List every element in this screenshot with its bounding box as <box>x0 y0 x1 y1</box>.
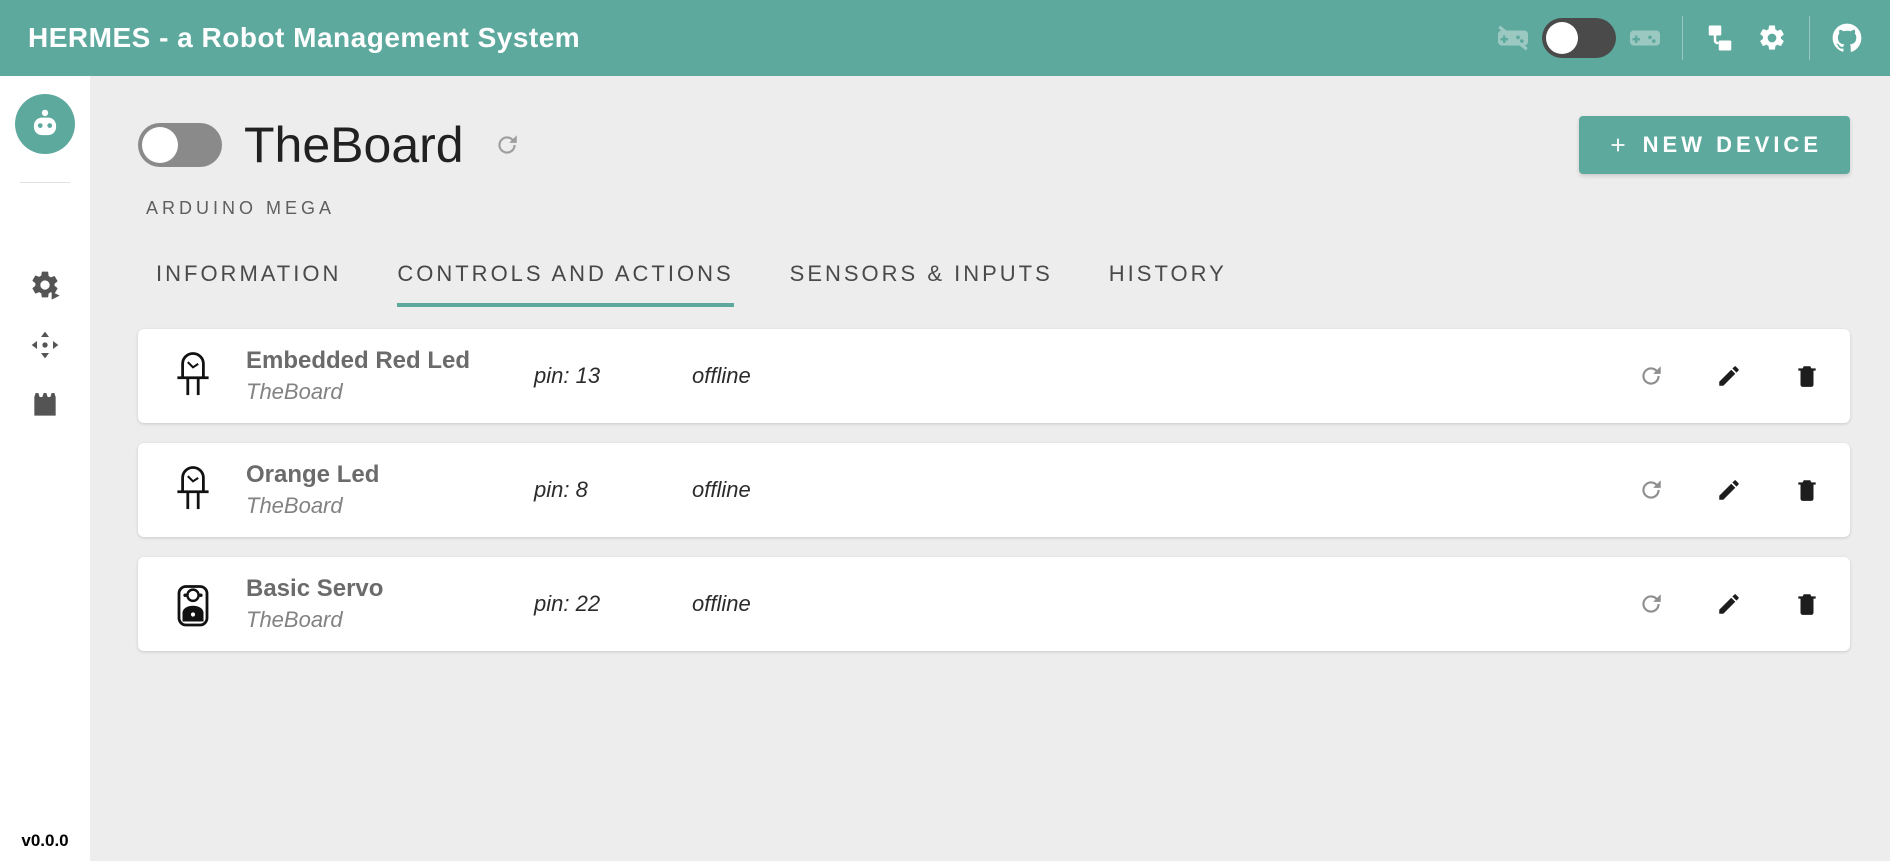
board-power-thumb <box>142 127 178 163</box>
gamepad-toggle-thumb <box>1546 22 1578 54</box>
app-header: HERMES - a Robot Management System <box>0 0 1890 76</box>
body-split: v0.0.0 TheBoard NEW DEVICE ARDUINO MEGA … <box>0 76 1890 861</box>
github-icon[interactable] <box>1832 23 1862 53</box>
refresh-icon[interactable] <box>1638 591 1664 617</box>
sidebar: v0.0.0 <box>0 76 90 861</box>
edit-icon[interactable] <box>1716 591 1742 617</box>
device-name: Embedded Red Led <box>246 347 506 375</box>
device-pin: pin: 13 <box>534 363 664 389</box>
boards-icon[interactable] <box>1705 23 1735 53</box>
app-title: HERMES - a Robot Management System <box>28 22 1480 54</box>
board-refresh-icon[interactable] <box>494 132 520 158</box>
device-row: Embedded Red Led TheBoard pin: 13 offline <box>138 329 1850 423</box>
device-row: Basic Servo TheBoard pin: 22 offline <box>138 557 1850 651</box>
delete-icon[interactable] <box>1794 591 1820 617</box>
device-name: Orange Led <box>246 461 506 489</box>
tab-bar: INFORMATION CONTROLS AND ACTIONS SENSORS &… <box>156 261 1850 307</box>
board-title: TheBoard <box>244 116 464 174</box>
edit-icon[interactable] <box>1716 363 1742 389</box>
app-logo[interactable] <box>15 94 75 154</box>
sidebar-separator <box>20 182 70 183</box>
device-status: offline <box>692 363 751 389</box>
header-separator <box>1809 16 1810 60</box>
gamepad-toggle-switch[interactable] <box>1542 18 1616 58</box>
main-content: TheBoard NEW DEVICE ARDUINO MEGA INFORMA… <box>90 76 1890 861</box>
board-power-toggle[interactable] <box>138 123 222 167</box>
gamepad-mode-toggle <box>1498 18 1660 58</box>
device-pin: pin: 22 <box>534 591 664 617</box>
header-separator <box>1682 16 1683 60</box>
plus-icon <box>1607 134 1629 156</box>
tab-history[interactable]: HISTORY <box>1109 261 1227 307</box>
device-list: Embedded Red Led TheBoard pin: 13 offline O… <box>138 329 1850 651</box>
delete-icon[interactable] <box>1794 477 1820 503</box>
settings-icon[interactable] <box>1757 23 1787 53</box>
tab-controls-and-actions[interactable]: CONTROLS AND ACTIONS <box>397 261 733 307</box>
new-device-button[interactable]: NEW DEVICE <box>1579 116 1850 174</box>
led-icon <box>168 462 218 518</box>
device-board: TheBoard <box>246 379 506 405</box>
version-label: v0.0.0 <box>21 831 68 851</box>
sidebar-settings-icon[interactable] <box>29 269 61 301</box>
refresh-icon[interactable] <box>1638 477 1664 503</box>
board-header: TheBoard NEW DEVICE <box>138 116 1850 174</box>
device-status: offline <box>692 591 751 617</box>
gamepad-on-icon <box>1630 23 1660 53</box>
header-actions <box>1498 16 1862 60</box>
device-name: Basic Servo <box>246 575 506 603</box>
device-board: TheBoard <box>246 493 506 519</box>
refresh-icon[interactable] <box>1638 363 1664 389</box>
device-status: offline <box>692 477 751 503</box>
delete-icon[interactable] <box>1794 363 1820 389</box>
gamepad-off-icon <box>1498 23 1528 53</box>
led-icon <box>168 348 218 404</box>
new-device-label: NEW DEVICE <box>1643 132 1822 158</box>
sidebar-scenes-icon[interactable] <box>29 389 61 421</box>
board-type: ARDUINO MEGA <box>146 198 1850 219</box>
device-row: Orange Led TheBoard pin: 8 offline <box>138 443 1850 537</box>
device-board: TheBoard <box>246 607 506 633</box>
sidebar-move-icon[interactable] <box>29 329 61 361</box>
device-pin: pin: 8 <box>534 477 664 503</box>
edit-icon[interactable] <box>1716 477 1742 503</box>
servo-icon <box>168 576 218 632</box>
tab-information[interactable]: INFORMATION <box>156 261 341 307</box>
tab-sensors-inputs[interactable]: SENSORS & INPUTS <box>790 261 1053 307</box>
